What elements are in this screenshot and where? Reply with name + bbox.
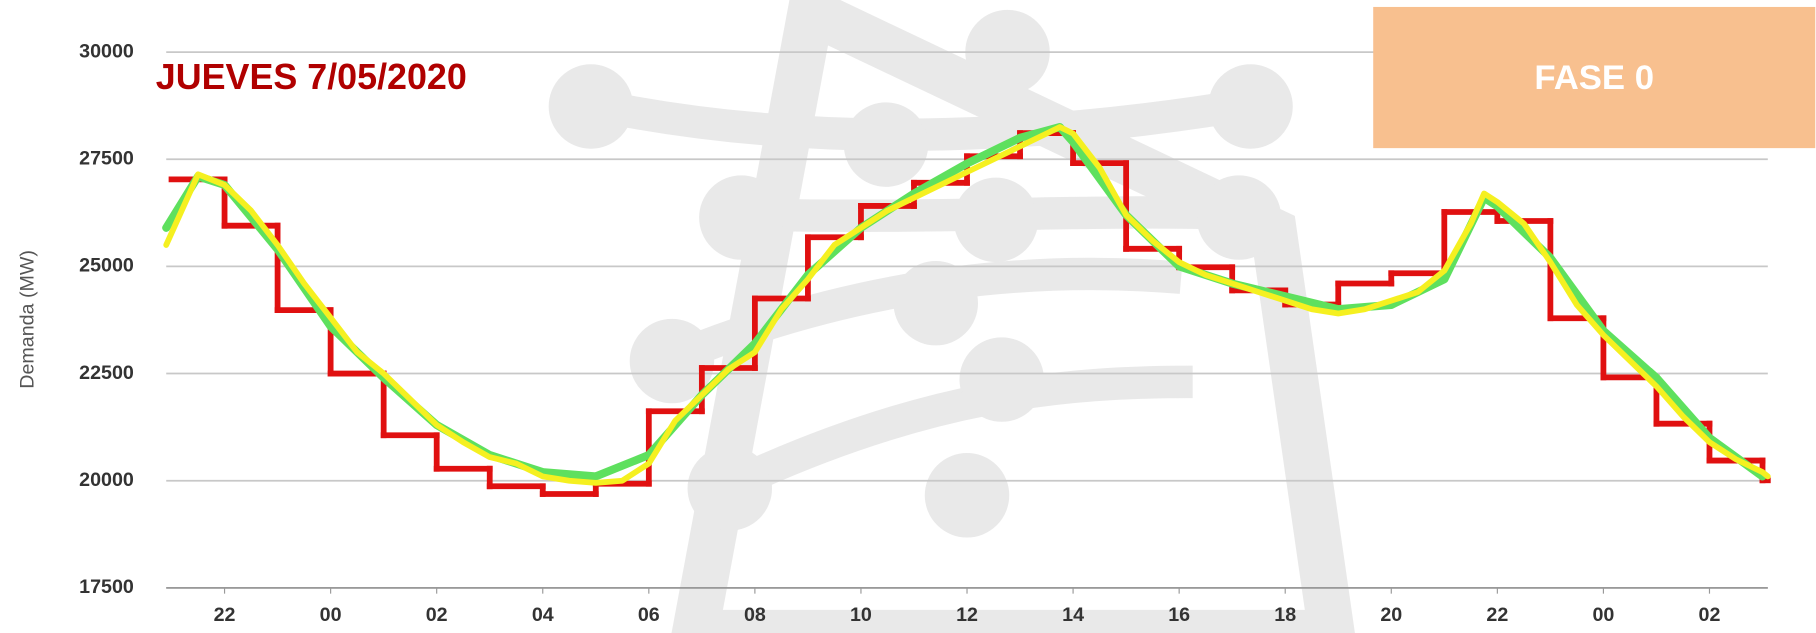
x-tick-label: 10 <box>850 604 872 626</box>
y-tick-label: 30000 <box>79 40 134 62</box>
chart-title: JUEVES 7/05/2020 <box>156 57 467 97</box>
x-tick-label: 06 <box>638 604 660 626</box>
x-tick-label: 00 <box>320 604 342 626</box>
watermark <box>548 0 1355 633</box>
x-tick-label: 14 <box>1062 604 1084 626</box>
phase-box <box>1373 6 1816 149</box>
y-axis-label: Demanda (MW) <box>17 250 39 389</box>
y-tick-label: 27500 <box>79 147 134 169</box>
y-tick-label: 25000 <box>79 255 134 277</box>
x-tick-label: 04 <box>532 604 554 626</box>
plot <box>162 123 1771 497</box>
series-line <box>163 124 1771 486</box>
x-tick-label: 16 <box>1168 604 1190 626</box>
x-tick-label: 18 <box>1274 604 1296 626</box>
y-tick-label: 22500 <box>79 362 134 384</box>
x-tick-label: 20 <box>1380 604 1402 626</box>
y-tick-label: 17500 <box>79 576 134 598</box>
y-tick-label: 20000 <box>79 469 134 491</box>
x-tick-label: 22 <box>1486 604 1508 626</box>
x-tick-label: 12 <box>956 604 978 626</box>
x-tick-label: 02 <box>1699 604 1721 626</box>
x-tick-label: 02 <box>426 604 448 626</box>
x-tick-label: 22 <box>214 604 236 626</box>
x-tick-label: 00 <box>1592 604 1614 626</box>
phase-label: FASE 0 <box>1534 59 1654 97</box>
x-tick-label: 08 <box>744 604 766 626</box>
